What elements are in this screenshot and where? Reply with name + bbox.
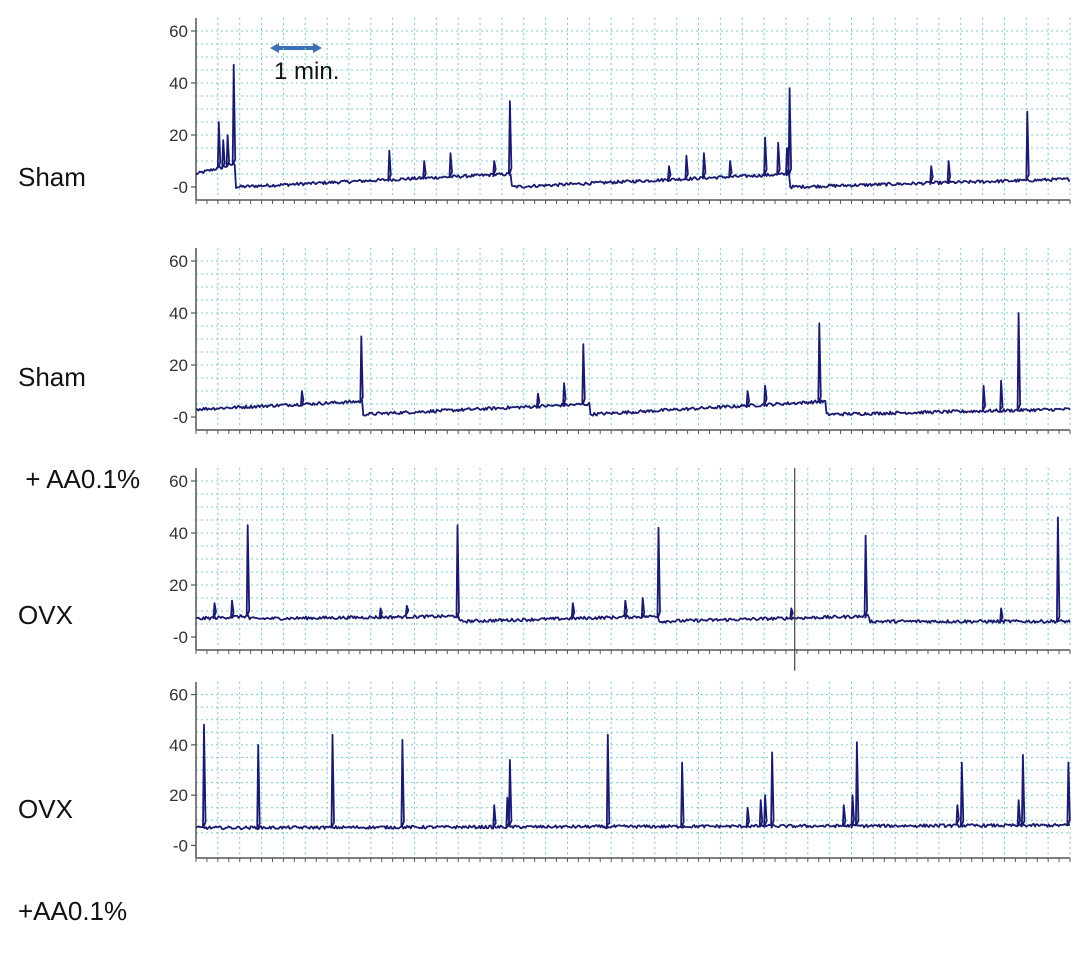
scale-bar-arrow-left <box>270 43 279 53</box>
trace-panels: 60 40 20 -0 60 40 20 -0 60 40 20 -0 60 40 20 -0 <box>169 18 1071 862</box>
y-tick-label: 40 <box>169 304 188 323</box>
row-label-ovx: OVX <box>18 530 73 666</box>
trace-line <box>195 312 1071 417</box>
row-label-line: Sham <box>18 162 86 192</box>
y-tick-label: 20 <box>169 576 188 595</box>
grid <box>196 248 1071 428</box>
trace-line <box>195 516 1071 624</box>
y-tick-label: 20 <box>169 786 188 805</box>
y-tick-label: 40 <box>169 74 188 93</box>
trace-panel: 60 40 20 -0 <box>169 682 1071 862</box>
trace-line <box>195 723 1071 831</box>
trace-panel: 60 40 20 -0 <box>169 468 1071 671</box>
row-label-sham-aa: Sham + AA0.1% <box>18 292 140 530</box>
scale-bar <box>270 43 322 53</box>
grid <box>196 18 1071 198</box>
row-label-ovx-aa: OVX +AA0.1% <box>18 724 127 962</box>
y-tick-label: 20 <box>169 126 188 145</box>
y-tick-label: 60 <box>169 686 188 705</box>
y-tick-label: -0 <box>173 628 188 647</box>
figure: 60 40 20 -0 60 40 20 -0 60 40 20 -0 60 40 20 -0 <box>169 18 1071 862</box>
y-tick-label: -0 <box>173 178 188 197</box>
y-tick-label: 40 <box>169 524 188 543</box>
y-tick-label: 60 <box>169 252 188 271</box>
y-tick-label: -0 <box>173 836 188 855</box>
y-tick-label: 60 <box>169 472 188 491</box>
y-tick-label: 20 <box>169 356 188 375</box>
row-label-line: OVX <box>18 600 73 630</box>
trace-panel: 60 40 20 -0 <box>169 248 1071 434</box>
scale-bar-arrow-right <box>313 43 322 53</box>
y-tick-label: 40 <box>169 736 188 755</box>
row-label-line: Sham <box>18 362 86 392</box>
y-tick-label: 60 <box>169 22 188 41</box>
grid <box>196 682 1071 856</box>
grid <box>196 468 1071 648</box>
scale-bar-label: 1 min. <box>274 58 340 85</box>
row-label-line: +AA0.1% <box>18 896 128 926</box>
trace-panel: 60 40 20 -0 <box>169 18 1071 204</box>
row-label-sham: Sham <box>18 92 86 228</box>
trace-line <box>195 63 1070 190</box>
row-label-line: OVX <box>18 794 73 824</box>
y-tick-label: -0 <box>173 408 188 427</box>
row-label-line: + AA0.1% <box>18 464 141 494</box>
